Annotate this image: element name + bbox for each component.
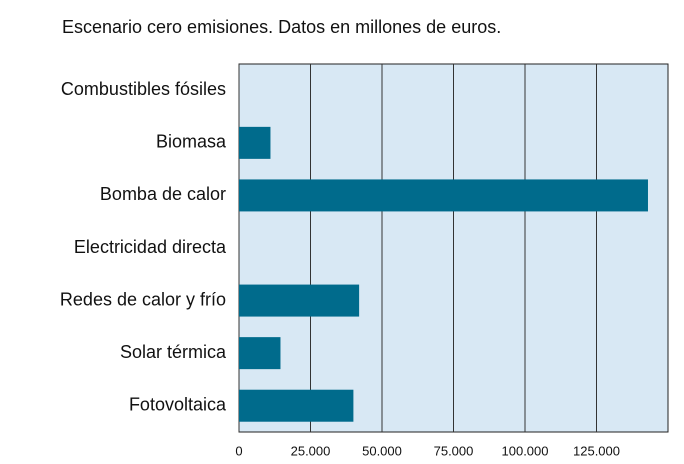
y-tick-label: Solar térmica [120, 342, 227, 362]
bar [239, 337, 281, 370]
x-tick-label: 125.000 [573, 443, 620, 458]
x-tick-label: 75.000 [434, 443, 474, 458]
y-tick-label: Fotovoltaica [129, 394, 227, 414]
chart-title: Escenario cero emisiones. Datos en millo… [62, 17, 501, 37]
bar [239, 389, 354, 422]
x-tick-label: 25.000 [291, 443, 331, 458]
bar [239, 284, 360, 317]
x-tick-label: 100.000 [502, 443, 549, 458]
y-tick-label: Bomba de calor [100, 184, 226, 204]
y-tick-label: Combustibles fósiles [61, 79, 226, 99]
y-tick-label: Biomasa [156, 132, 227, 152]
y-tick-label: Redes de calor y frío [60, 289, 226, 309]
bar [239, 179, 648, 212]
y-tick-label: Electricidad directa [74, 237, 227, 257]
x-tick-label: 0 [235, 443, 242, 458]
x-tick-label: 50.000 [362, 443, 402, 458]
bar [239, 126, 271, 159]
